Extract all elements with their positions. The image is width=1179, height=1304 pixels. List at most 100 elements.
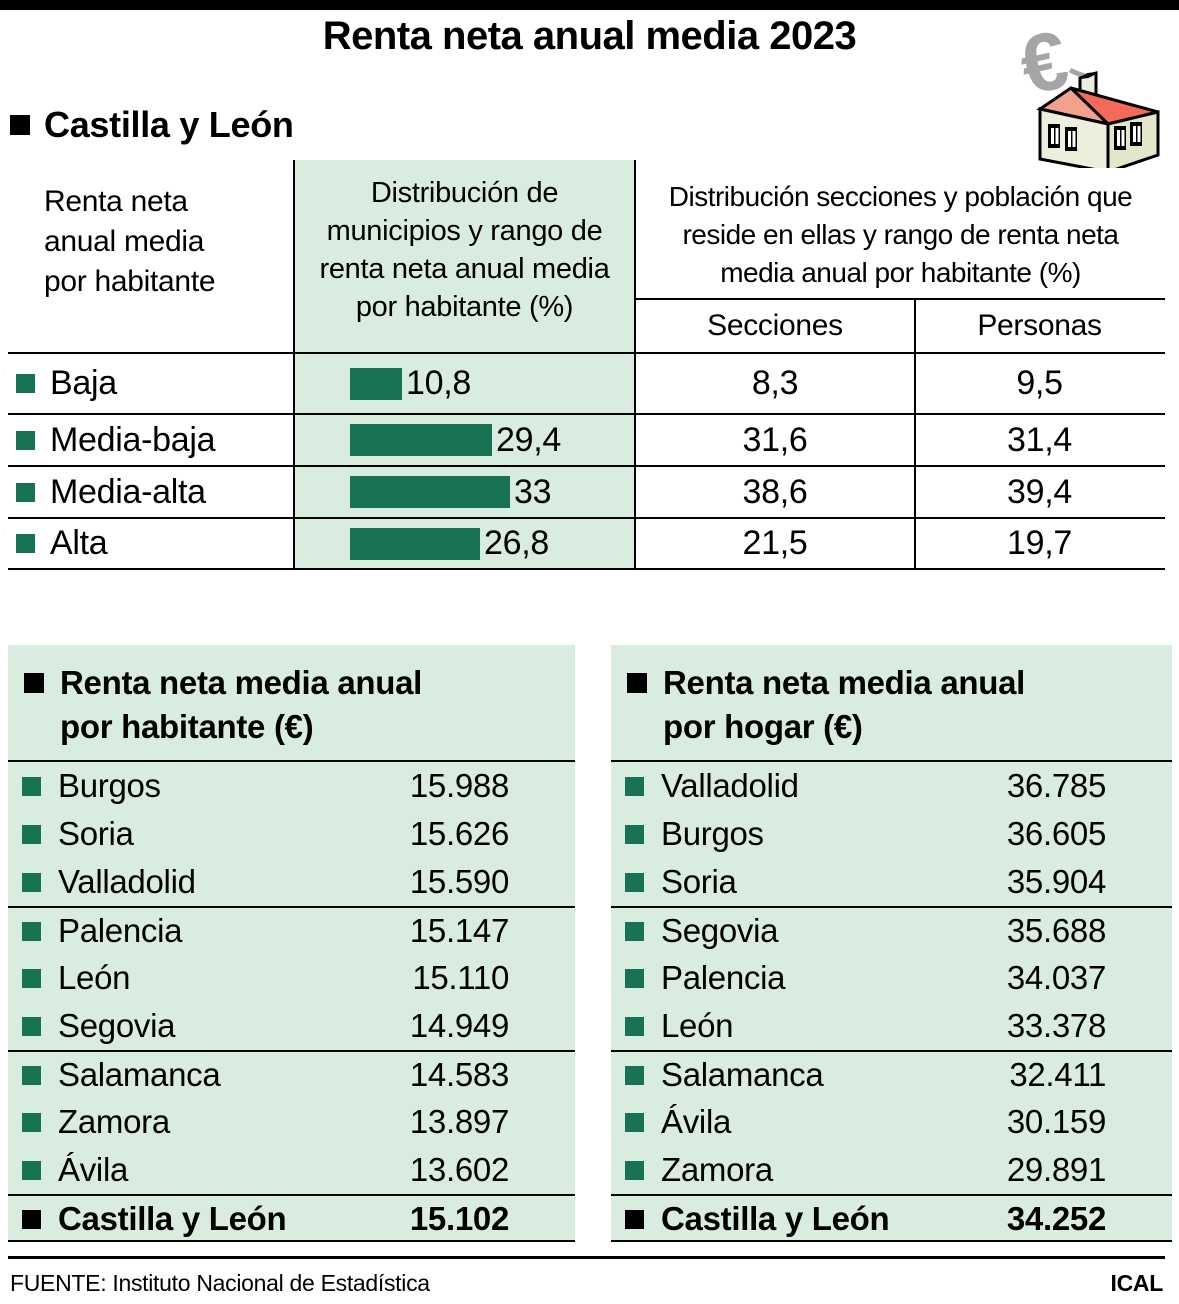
page-title: Renta neta anual media 2023	[322, 14, 857, 58]
black-square-bullet-icon	[625, 1209, 644, 1229]
green-square-bullet-icon	[22, 921, 41, 941]
row-label: Media-alta	[50, 472, 206, 511]
table-row: Zamora 13.897	[8, 1098, 575, 1146]
secciones-value: 21,5	[742, 524, 808, 562]
province-name: Valladolid	[58, 863, 196, 900]
bar-alta	[350, 527, 480, 560]
secciones-value: 38,6	[742, 472, 808, 511]
table-row: Palencia 15.147	[8, 906, 575, 954]
row-divider-line	[8, 352, 1165, 354]
province-name: Soria	[58, 815, 134, 852]
table-row: Salamanca 14.583	[8, 1050, 575, 1098]
green-square-bullet-icon	[625, 1112, 644, 1132]
province-name: Burgos	[661, 815, 764, 852]
province-value: 36.785	[1006, 767, 1106, 804]
green-square-bullet-icon	[625, 824, 644, 844]
green-square-bullet-icon	[22, 824, 41, 844]
black-square-bullet-icon	[10, 115, 30, 135]
province-value: 35.688	[1006, 912, 1106, 949]
bar-cell: 33	[350, 467, 552, 517]
table-row: Segovia 35.688	[611, 906, 1172, 954]
bar-cell: 29,4	[350, 415, 561, 465]
total-name: Castilla y León	[58, 1200, 287, 1237]
province-value: 30.159	[1006, 1103, 1106, 1140]
table-row: Zamora 29.891	[611, 1146, 1172, 1194]
green-square-bullet-icon	[22, 1160, 41, 1180]
green-square-bullet-icon	[16, 482, 35, 502]
province-value: 13.897	[409, 1103, 509, 1140]
row-label: Baja	[50, 364, 117, 402]
total-value: 15.102	[409, 1200, 509, 1237]
province-name: Salamanca	[58, 1056, 221, 1093]
bar-cell: 10,8	[350, 354, 471, 413]
green-square-bullet-icon	[22, 968, 41, 988]
table-row: Media-baja	[16, 415, 286, 465]
table-row: Burgos 36.605	[611, 810, 1172, 858]
green-square-bullet-icon	[22, 1112, 41, 1132]
province-name: Segovia	[661, 912, 779, 949]
table-row: Salamanca 32.411	[611, 1050, 1172, 1098]
green-square-bullet-icon	[16, 430, 35, 450]
province-value: 15.590	[409, 863, 509, 900]
black-square-bullet-icon	[22, 1209, 41, 1229]
province-name: Salamanca	[661, 1056, 824, 1093]
province-name: Palencia	[661, 959, 786, 996]
personas-value: 19,7	[1007, 524, 1072, 562]
euro-house-icon: €	[1008, 12, 1176, 175]
header-divider-line	[636, 298, 1165, 300]
table-total-row: Castilla y León 15.102	[8, 1194, 575, 1242]
province-name: Zamora	[661, 1151, 773, 1188]
bar-media-baja	[350, 424, 492, 456]
table-row: Baja	[16, 354, 286, 413]
euro-house-graphic: €	[1012, 14, 1160, 175]
province-value: 29.891	[1006, 1151, 1106, 1188]
province-value: 15.626	[409, 815, 509, 852]
table-row: Valladolid 36.785	[611, 762, 1172, 810]
table-row: Media-alta	[16, 467, 286, 517]
green-square-bullet-icon	[625, 1016, 644, 1036]
personas-value: 9,5	[1016, 364, 1063, 402]
window-pane	[1133, 126, 1136, 142]
province-value: 35.904	[1006, 863, 1106, 900]
table-bottom-line	[8, 568, 1165, 570]
row-label: Alta	[50, 524, 108, 562]
top-black-bar	[0, 0, 1179, 10]
green-square-bullet-icon	[16, 534, 35, 553]
bar-value: 26,8	[484, 524, 549, 562]
province-value: 15.110	[412, 959, 509, 996]
col1-header: Renta neta anual media por habitante	[44, 185, 216, 298]
personas-value: 31,4	[1007, 420, 1072, 459]
table-header: Renta neta media anual por habitante (€)	[8, 645, 575, 762]
credit-label: ICAL	[1110, 1270, 1164, 1296]
col2-header: Distribución de municipios y rango de re…	[319, 177, 610, 323]
income-distribution-table: Renta neta anual media por habitante Dis…	[8, 160, 1165, 570]
province-name: Valladolid	[661, 767, 799, 804]
table-total-row: Castilla y León 34.252	[611, 1194, 1172, 1242]
bar-value: 29,4	[496, 420, 561, 459]
table-row: Burgos 15.988	[8, 762, 575, 810]
row-divider-line	[8, 413, 1165, 415]
footer-rule	[8, 1256, 1165, 1259]
province-value: 32.411	[1009, 1056, 1106, 1093]
province-name: León	[58, 959, 131, 996]
secciones-value: 31,6	[742, 420, 808, 459]
province-name: Segovia	[58, 1007, 176, 1044]
total-value: 34.252	[1006, 1200, 1106, 1237]
table-row: León 33.378	[611, 1002, 1172, 1050]
table-title: Renta neta media anual por hogar (€)	[663, 664, 1026, 745]
table-row: León 15.110	[8, 954, 575, 1002]
table-row: Soria 35.904	[611, 858, 1172, 906]
window-pane	[1121, 130, 1125, 146]
secciones-value: 8,3	[751, 364, 799, 402]
bar-value: 10,8	[406, 364, 471, 402]
chimney-opening	[1079, 72, 1097, 79]
table-row: Segovia 14.949	[8, 1002, 575, 1050]
row-divider-line	[8, 517, 1165, 519]
table-header: Renta neta media anual por hogar (€)	[611, 645, 1172, 762]
row-divider-line	[8, 465, 1165, 467]
bar-cell: 26,8	[350, 519, 549, 568]
total-name: Castilla y León	[661, 1200, 890, 1237]
col3-header: Distribución secciones y población que r…	[668, 181, 1133, 288]
green-square-bullet-icon	[625, 921, 644, 941]
